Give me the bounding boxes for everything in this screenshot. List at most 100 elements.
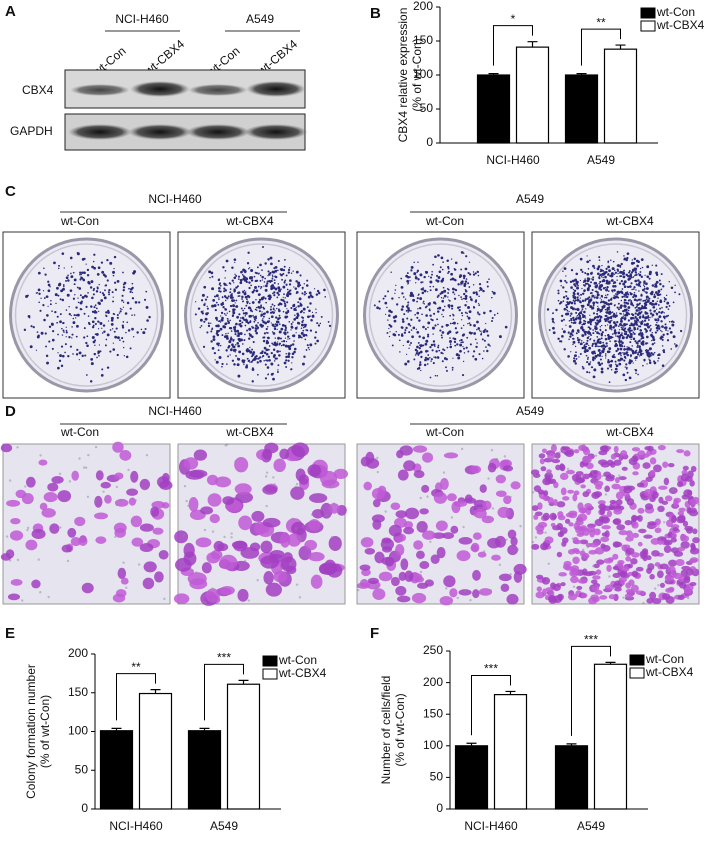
colony [575, 362, 577, 364]
colony [596, 316, 599, 319]
colony [310, 319, 313, 322]
colony [227, 355, 229, 357]
colony [588, 268, 590, 270]
cell [389, 525, 402, 537]
colony [272, 293, 274, 295]
colony [549, 329, 551, 331]
colony [120, 308, 122, 310]
colony [419, 363, 422, 366]
colony [656, 309, 657, 310]
cell [400, 558, 408, 570]
pore [663, 521, 665, 523]
band [246, 81, 306, 97]
colony [317, 290, 319, 292]
cell [547, 453, 555, 460]
colony [652, 306, 655, 309]
colony [427, 327, 429, 329]
colony [667, 330, 668, 331]
colony [428, 322, 429, 323]
colony [601, 325, 602, 326]
colony [605, 268, 607, 270]
colony [607, 307, 610, 310]
colony [454, 268, 455, 269]
colony [217, 334, 220, 337]
lane-label: wt-Con [425, 214, 464, 228]
colony [624, 331, 626, 333]
pore [567, 468, 569, 470]
colony [580, 353, 582, 355]
colony [587, 358, 589, 360]
colony [127, 302, 130, 305]
colony [243, 360, 245, 362]
colony [607, 261, 609, 263]
colony [584, 285, 586, 287]
colony [263, 316, 265, 318]
colony [60, 313, 62, 315]
cell [71, 471, 79, 481]
colony [433, 356, 435, 358]
colony [447, 332, 449, 334]
pore [95, 446, 97, 448]
colony [289, 338, 290, 339]
colony [280, 337, 282, 339]
cell [144, 561, 157, 572]
colony [412, 295, 414, 297]
colony [213, 335, 216, 338]
colony [557, 290, 559, 292]
colony [649, 302, 652, 305]
colony [459, 350, 462, 353]
pore [487, 516, 489, 518]
pore [332, 478, 334, 480]
colony [44, 297, 46, 299]
colony [286, 275, 288, 277]
colony [575, 312, 577, 314]
colony [593, 340, 595, 342]
colony [597, 308, 599, 310]
colony [664, 327, 666, 329]
cell [434, 492, 447, 504]
colony [250, 309, 252, 311]
colony [278, 289, 281, 292]
colony [249, 267, 250, 268]
colony [594, 282, 597, 285]
colony [288, 352, 291, 355]
colony [212, 329, 213, 330]
pore [420, 497, 422, 499]
cell [311, 575, 323, 589]
colony [77, 297, 78, 298]
colony [247, 303, 249, 305]
colony [86, 264, 87, 265]
colony [106, 259, 108, 261]
colony [605, 335, 606, 336]
cell [691, 466, 697, 472]
colony [665, 298, 667, 300]
colony [469, 310, 472, 313]
colony [305, 339, 306, 340]
colony [662, 285, 664, 287]
colony [570, 332, 573, 335]
colony [296, 316, 299, 319]
colony [478, 275, 480, 277]
cell [531, 544, 539, 550]
colony [251, 361, 253, 363]
colony [56, 322, 58, 324]
colony [255, 332, 258, 335]
colony [287, 360, 289, 362]
pore [300, 537, 302, 539]
cell [662, 461, 668, 467]
cell [606, 474, 615, 479]
cell [372, 588, 385, 600]
cell [636, 567, 644, 572]
colony [218, 290, 220, 292]
colony [123, 286, 125, 288]
colony [483, 350, 485, 352]
colony [634, 329, 635, 330]
colony [120, 310, 122, 312]
colony [623, 273, 625, 275]
cell [684, 450, 691, 456]
cell [622, 467, 628, 471]
colony [252, 315, 254, 317]
colony [452, 291, 454, 293]
colony [580, 343, 582, 345]
colony [617, 348, 619, 350]
